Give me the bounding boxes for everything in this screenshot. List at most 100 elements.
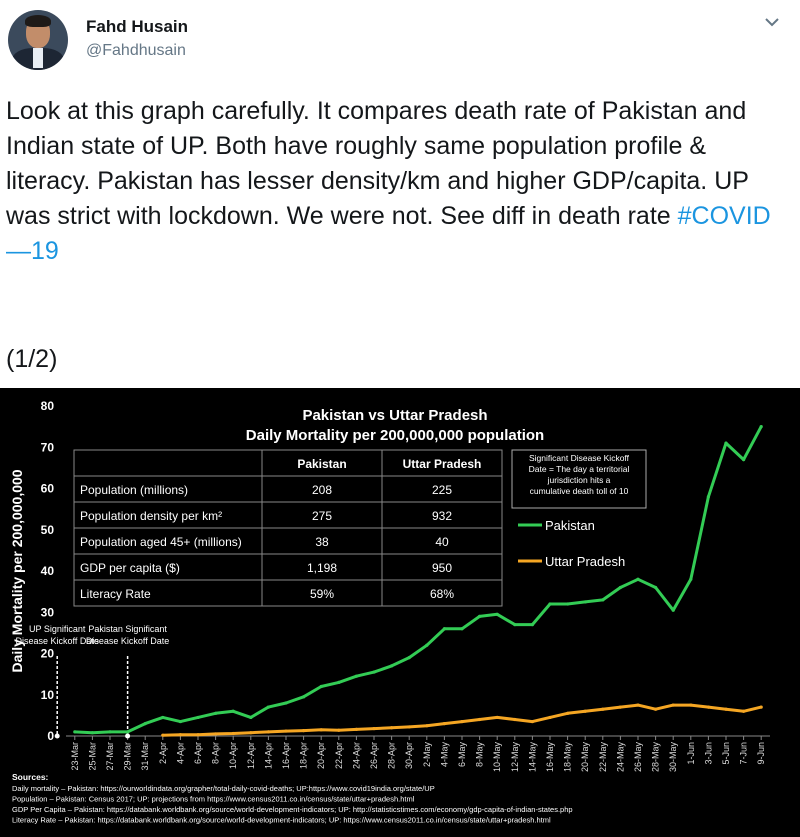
series-point <box>636 577 640 581</box>
y-tick-label: 50 <box>41 523 55 537</box>
x-tick-label: 18-May <box>563 742 573 773</box>
series-point <box>214 711 218 715</box>
series-point <box>618 585 623 590</box>
series-point <box>513 717 517 722</box>
x-tick-label: 12-May <box>510 742 520 773</box>
data-table-cell: 208 <box>312 483 332 497</box>
data-table-cell: 38 <box>315 535 329 549</box>
data-table-row-label: Population (millions) <box>80 483 188 497</box>
chart-image[interactable]: Daily Mortality per 200,000,000 0 10 20 30 40… <box>0 388 800 837</box>
hashtag-link[interactable]: #COVID—19 <box>6 202 771 265</box>
series-point <box>302 729 306 733</box>
data-table-header: Pakistan <box>297 457 346 471</box>
x-tick-label: 3-Jun <box>703 742 713 765</box>
y-axis-label: Daily Mortality per 200,000,000 <box>9 469 25 672</box>
series-point <box>442 722 446 726</box>
x-tick-label: 2-Apr <box>158 742 168 764</box>
user-handle[interactable]: @Fahdhusain <box>86 42 186 59</box>
x-tick-label: 5-Jun <box>721 742 731 765</box>
x-tick-label: 29-Mar <box>123 742 133 771</box>
sources-heading: Sources: <box>12 772 49 782</box>
kickoff-annotation-label: UP Significant <box>29 624 86 634</box>
avatar-hair <box>25 15 51 27</box>
kickoff-note-text: Date = The day a territorial <box>529 464 630 474</box>
x-tick-label: 14-May <box>527 742 537 773</box>
x-tick-label: 25-Mar <box>87 742 97 771</box>
series-point <box>354 727 358 731</box>
data-table-cell: 950 <box>432 561 452 575</box>
y-tick-label: 70 <box>41 440 55 454</box>
x-tick-label: 4-Apr <box>175 742 185 764</box>
data-table-cell: 59% <box>310 587 334 601</box>
series-point <box>706 705 711 709</box>
kickoff-note-text: Significant Disease Kickoff <box>529 453 630 463</box>
series-point <box>636 703 640 707</box>
y-tick-label: 80 <box>41 399 55 413</box>
x-tick-label: 2-May <box>422 742 432 768</box>
y-tick-label: 60 <box>41 482 55 496</box>
series-point <box>231 731 235 736</box>
x-tick-label: 20-Apr <box>316 742 326 769</box>
sources-line: Literacy Rate – Pakistan: https://databa… <box>12 816 551 825</box>
x-tick-label: 10-Apr <box>228 742 238 769</box>
series-point <box>231 709 235 713</box>
series-point <box>337 680 341 684</box>
data-table-row-label: Literacy Rate <box>80 587 151 601</box>
series-point <box>742 709 746 713</box>
series-point <box>143 722 147 726</box>
kickoff-note-text: cumulative death toll of 10 <box>530 486 629 496</box>
x-tick-label: 6-May <box>457 742 467 768</box>
x-tick-label: 6-Apr <box>193 742 203 764</box>
avatar[interactable] <box>8 10 68 70</box>
series-point <box>178 719 182 724</box>
series-point <box>407 656 411 660</box>
series-point <box>671 703 675 707</box>
x-tick-label: 27-Mar <box>105 742 115 771</box>
series-point <box>196 733 200 737</box>
x-tick-label: 28-Apr <box>387 742 397 769</box>
chart-title: Pakistan vs Uttar Pradesh <box>302 407 487 424</box>
x-tick-label: 26-May <box>633 742 643 773</box>
series-point <box>689 577 693 581</box>
kickoff-annotation-label: Pakistan Significant <box>88 624 167 634</box>
kickoff-annotation-label: Disease Kickoff Date <box>16 636 99 646</box>
series-point <box>724 441 728 445</box>
series-point <box>706 495 711 499</box>
x-tick-label: 23-Mar <box>70 742 80 771</box>
sources-line: Daily mortality – Pakistan: https://ourw… <box>12 784 435 793</box>
series-point <box>530 719 535 724</box>
series-point <box>108 730 112 734</box>
kickoff-marker-dot <box>54 733 60 739</box>
thread-count: (1/2) <box>6 345 58 373</box>
x-tick-label: 16-May <box>545 742 555 773</box>
series-line-pakistan <box>74 425 763 735</box>
x-tick-label: 26-Apr <box>369 742 379 769</box>
x-tick-label: 14-Apr <box>263 742 273 769</box>
series-point <box>73 730 77 734</box>
tweet-text: Look at this graph carefully. It compare… <box>6 94 786 269</box>
series-point <box>425 724 429 728</box>
x-tick-label: 16-Apr <box>281 742 291 769</box>
series-point <box>495 715 499 720</box>
y-tick-label: 10 <box>41 688 55 702</box>
series-point <box>548 715 552 720</box>
series-point <box>654 707 658 711</box>
sources-line: GDP Per Capita – Pakistan: https://datab… <box>12 805 573 814</box>
avatar-shirt <box>33 48 43 68</box>
y-tick-label: 40 <box>41 564 55 578</box>
series-point <box>90 731 94 735</box>
x-tick-label: 8-Apr <box>211 742 221 764</box>
tweet-body: Look at this graph carefully. It compare… <box>6 97 749 230</box>
series-point <box>601 707 605 711</box>
data-table-cell: 1,198 <box>307 561 337 575</box>
series-point <box>671 608 675 612</box>
series-point <box>759 425 763 429</box>
series-point <box>196 715 200 720</box>
user-display-name[interactable]: Fahd Husain <box>86 17 189 36</box>
series-point <box>583 709 587 713</box>
kickoff-annotation-label: Disease Kickoff Date <box>86 636 169 646</box>
series-point <box>618 705 623 709</box>
chevron-down-icon[interactable] <box>762 14 782 30</box>
data-table-cell: 932 <box>432 509 452 523</box>
data-table-cell: 225 <box>432 483 452 497</box>
